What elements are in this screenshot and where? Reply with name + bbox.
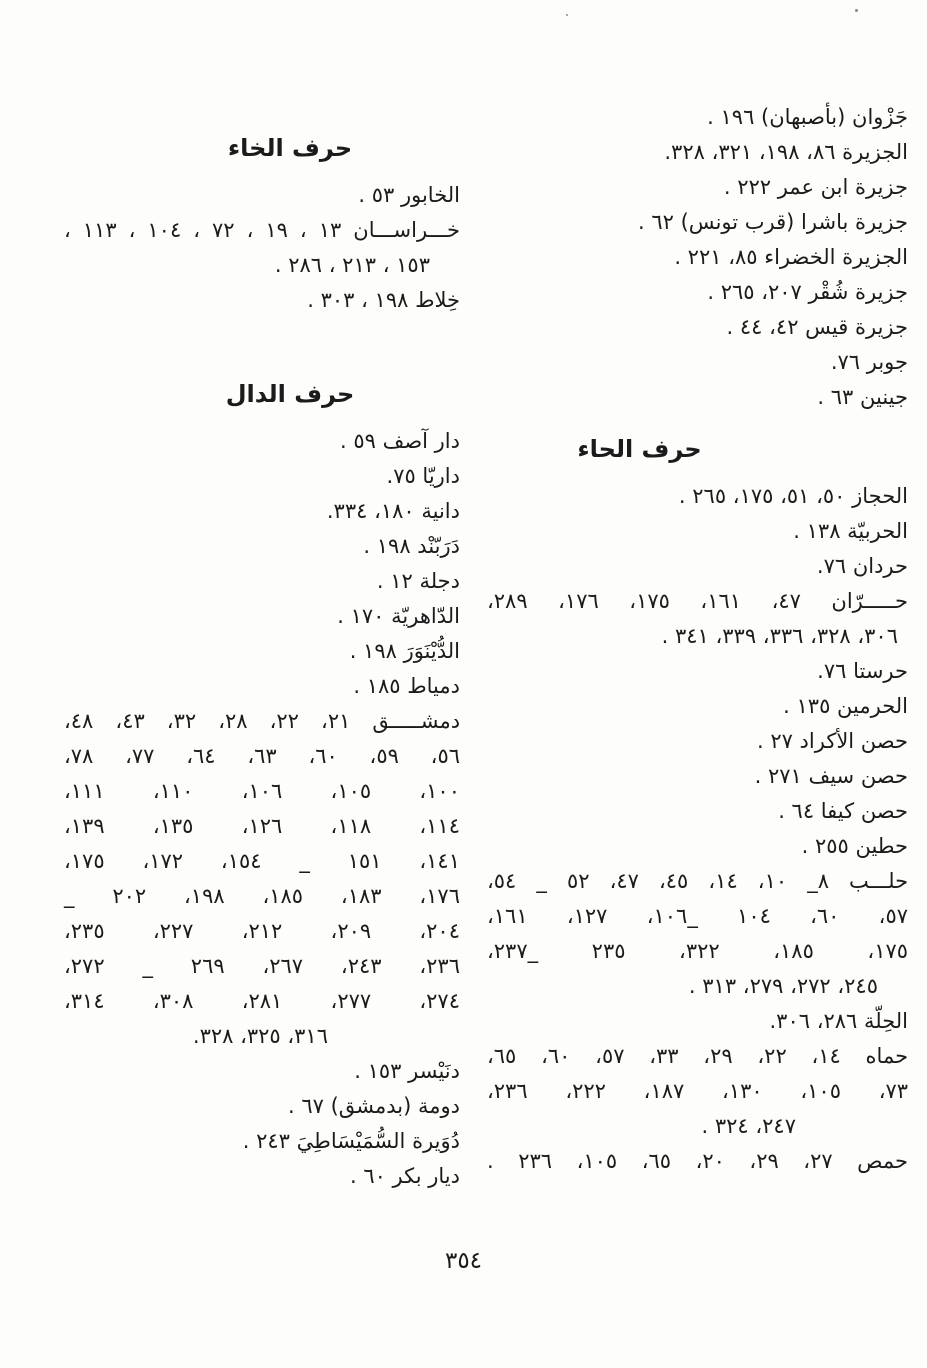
index-entry: حردان ٧٦.: [816, 554, 908, 578]
index-entry: جزيرة شُقْر ٢٠٧، ٢٦٥ .: [707, 280, 908, 304]
index-entry: دار آصف ٥٩ .: [339, 429, 460, 453]
index-entry-continuation: ٥٧، ٦٠، ١٠٤ _١٠٦، ١٢٧، ١٦١،: [487, 904, 909, 928]
page-number: ٣٥٤: [444, 1248, 483, 1274]
index-entry: الجزيرة ٨٦، ١٩٨، ٣٢١، ٣٢٨.: [664, 140, 908, 164]
index-entry: دانية ١٨٠، ٣٣٤.: [326, 499, 460, 523]
index-entry: حصن الأكراد ٢٧ .: [756, 729, 908, 753]
index-entry: الدّاهريّة ١٧٠ .: [337, 604, 460, 628]
index-entry-continuation: ٧٣، ١٠٥، ١٣٠، ١٨٧، ٢٢٢، ٢٣٦،: [487, 1079, 909, 1103]
section-header: حرف الحاء: [577, 435, 702, 463]
index-entry: الحرمين ١٣٥ .: [783, 694, 908, 718]
index-entry: دَرَبّنْد ١٩٨ .: [363, 534, 460, 558]
index-column-right: جَزْوان (بأصبهان) ١٩٦ . الجزيرة ٨٦، ١٩٨،…: [487, 100, 908, 1179]
scan-speck: [566, 14, 568, 16]
index-entry-continuation: ٣١٦، ٣٢٥، ٣٢٨.: [192, 1024, 328, 1048]
index-entry: الحربيّة ١٣٨ .: [793, 519, 908, 543]
index-entry: حمص ٢٧، ٢٩، ٢٠، ٦٥، ١٠٥، ٢٣٦ .: [487, 1149, 908, 1173]
index-entry: داريّا ٧٥.: [386, 464, 461, 488]
index-entry: حصن سيف ٢٧١ .: [754, 764, 908, 788]
index-entry: دمياط ١٨٥ .: [353, 674, 460, 698]
index-entry-continuation: ١٧٦، ١٨٣، ١٨٥، ١٩٨، ٢٠٢ _: [64, 884, 460, 908]
index-entry: جَزْوان (بأصبهان) ١٩٦ .: [707, 105, 908, 129]
index-entry-continuation: ٢٠٤، ٢٠٩، ٢١٢، ٢٢٧، ٢٣٥،: [64, 919, 460, 943]
index-entry: دومة (بدمشق) ٦٧ .: [287, 1094, 460, 1118]
index-column-left: حرف الخاء الخابور ٥٣ . خـــراســـان ١٣ ،…: [64, 126, 460, 1194]
scan-speck: [855, 9, 858, 12]
section-header: حرف الخاء: [227, 134, 353, 162]
index-entry: حصن كيفا ٦٤ .: [778, 799, 908, 823]
index-entry: جينين ٦٣ .: [817, 385, 908, 409]
index-entry: الجزيرة الخضراء ٨٥، ٢٢١ .: [674, 245, 908, 269]
index-entry: الدُّيْنَوَرَ ١٩٨ .: [349, 639, 460, 663]
index-entry: جزيرة باشرا (قرب تونس) ٦٢ .: [638, 210, 908, 234]
index-entry: حلـــب ٨_ ١٠، ١٤، ٤٥، ٤٧، ٥٢ _ ٥٤،: [487, 869, 909, 893]
index-entry: خِلاط ١٩٨ ، ٣٠٣ .: [307, 288, 460, 312]
index-entry-continuation: ٢٧٤، ٢٧٧، ٢٨١، ٣٠٨، ٣١٤،: [64, 989, 460, 1013]
index-entry-continuation: ١٥٣ ، ٢١٣ ، ٢٨٦ .: [274, 253, 430, 277]
index-entry: حطين ٢٥٥ .: [801, 834, 908, 858]
index-entry-continuation: ٢٣٦، ٢٤٣، ٢٦٧، ٢٦٩ _ ٢٧٢،: [64, 954, 460, 978]
index-entry-continuation: ١١٤، ١١٨، ١٢٦، ١٣٥، ١٣٩،: [64, 814, 460, 838]
section-header: حرف الدال: [225, 380, 355, 408]
index-entry: دجلة ١٢ .: [376, 569, 460, 593]
index-entry: ديار بكر ٦٠ .: [349, 1164, 460, 1188]
index-entry: حماه ١٤، ٢٢، ٢٩، ٣٣، ٥٧، ٦٠، ٦٥،: [487, 1044, 909, 1068]
index-entry: جوبر ٧٦.: [830, 350, 908, 374]
index-entry-continuation: ٢٤٧، ٣٢٤ .: [701, 1114, 797, 1138]
index-entry: جزيرة ابن عمر ٢٢٢ .: [723, 175, 908, 199]
index-entry: دُوَيرة السُّمَيْسَاطِيَ ٢٤٣ .: [242, 1129, 460, 1153]
index-entry: الخابور ٥٣ .: [358, 183, 460, 207]
index-entry: الحِلّة ٢٨٦، ٣٠٦.: [769, 1009, 908, 1033]
index-entry: خـــراســـان ١٣ ، ١٩ ، ٧٢ ، ١٠٤ ، ١١٣ ،: [64, 218, 461, 242]
index-entry-continuation: ١٤١، ١٥١ _ ١٥٤، ١٧٢، ١٧٥،: [64, 849, 460, 873]
index-entry: جزيرة قيس ٤٢، ٤٤ .: [726, 315, 908, 339]
index-entry-continuation: ٢٤٥، ٢٧٢، ٢٧٩، ٣١٣ .: [688, 974, 878, 998]
index-entry: الحجاز ٥٠، ٥١، ١٧٥، ٢٦٥ .: [678, 484, 908, 508]
index-entry-continuation: ١٠٠، ١٠٥، ١٠٦، ١١٠، ١١١،: [64, 779, 460, 803]
index-entry: دنَيْسر ١٥٣ .: [354, 1059, 460, 1083]
index-entry-continuation: ١٧٥، ١٨٥، ٣٢٢، ٢٣٥ _٢٣٧،: [487, 939, 909, 963]
index-entry: حـــــرّان ٤٧، ١٦١، ١٧٥، ١٧٦، ٢٨٩،: [487, 589, 909, 613]
index-entry: دمشـــــق ٢١، ٢٢، ٢٨، ٣٢، ٤٣، ٤٨،: [64, 709, 461, 733]
index-entry-continuation: ٥٦، ٥٩، ٦٠، ٦٣، ٦٤، ٧٧، ٧٨،: [64, 744, 460, 768]
index-entry: حرستا ٧٦.: [817, 659, 908, 683]
index-entry-continuation: ٣٠٦، ٣٢٨، ٣٣٦، ٣٣٩، ٣٤١ .: [661, 624, 898, 648]
